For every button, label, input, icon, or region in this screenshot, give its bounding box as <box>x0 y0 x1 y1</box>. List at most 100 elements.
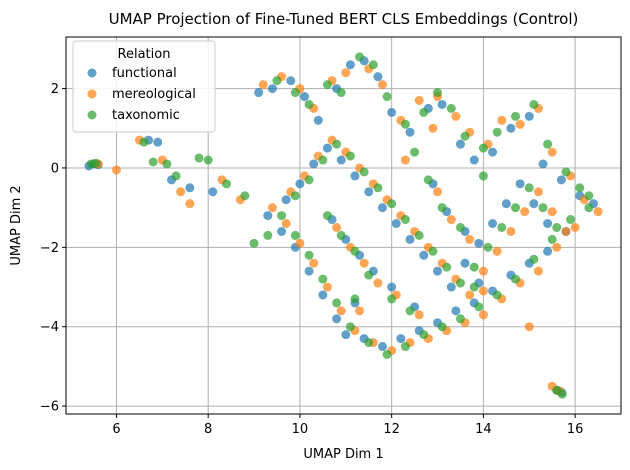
data-point-taxonomic <box>511 111 521 121</box>
x-tick-label: 10 <box>292 422 309 437</box>
data-point-functional <box>350 171 360 181</box>
data-point-functional <box>433 266 443 276</box>
data-point-taxonomic <box>318 155 328 165</box>
legend-items: functional mereological taxonomic <box>87 66 196 123</box>
data-point-taxonomic <box>497 222 507 232</box>
data-point-taxonomic <box>350 294 360 304</box>
data-point-taxonomic <box>364 270 374 280</box>
data-point-functional <box>488 147 498 157</box>
data-point-taxonomic <box>322 211 332 221</box>
scatter-points <box>84 52 603 399</box>
y-tick-label: −4 <box>40 320 59 335</box>
data-point-mereological <box>515 119 525 129</box>
data-point-functional <box>446 282 456 292</box>
data-point-taxonomic <box>428 246 438 256</box>
data-point-taxonomic <box>437 203 447 213</box>
legend-marker-functional <box>87 68 97 78</box>
data-point-functional <box>387 107 397 117</box>
data-point-taxonomic <box>552 222 562 232</box>
data-point-functional <box>419 250 429 260</box>
data-point-taxonomic <box>410 147 420 157</box>
data-point-taxonomic <box>529 99 539 109</box>
data-point-taxonomic <box>332 298 342 308</box>
x-tick-label: 14 <box>475 422 492 437</box>
data-point-taxonomic <box>423 175 433 185</box>
data-point-mereological <box>176 187 186 197</box>
data-point-taxonomic <box>148 157 158 167</box>
data-point-mereological <box>492 246 502 256</box>
data-point-taxonomic <box>557 389 567 399</box>
data-point-taxonomic <box>419 107 429 117</box>
data-point-functional <box>387 282 397 292</box>
data-point-mereological <box>341 68 351 78</box>
axis-ticks: 6 8 10 12 14 16 −6 −4 −2 0 2 <box>40 82 584 437</box>
data-point-mereological <box>593 207 603 217</box>
data-point-taxonomic <box>400 342 410 352</box>
data-point-mereological <box>570 222 580 232</box>
legend-marker-taxonomic <box>87 110 97 120</box>
data-point-functional <box>455 139 465 149</box>
data-point-taxonomic <box>455 314 465 324</box>
data-point-taxonomic <box>336 88 346 98</box>
data-point-taxonomic <box>584 191 594 201</box>
data-point-taxonomic <box>524 183 534 193</box>
data-point-taxonomic <box>345 322 355 332</box>
data-point-functional <box>281 195 291 205</box>
data-point-mereological <box>451 111 461 121</box>
data-point-mereological <box>465 234 475 244</box>
data-point-functional <box>332 314 342 324</box>
data-point-taxonomic <box>469 282 479 292</box>
data-point-taxonomic <box>478 171 488 181</box>
data-point-functional <box>277 226 287 236</box>
data-point-taxonomic <box>483 242 493 252</box>
data-point-functional <box>364 187 374 197</box>
data-point-mereological <box>561 226 571 236</box>
data-point-taxonomic <box>304 99 314 109</box>
data-point-functional <box>377 203 387 213</box>
data-point-functional <box>524 111 534 121</box>
data-point-taxonomic <box>387 294 397 304</box>
data-point-taxonomic <box>373 183 383 193</box>
y-tick-label: 2 <box>51 82 59 97</box>
data-point-taxonomic <box>433 88 443 98</box>
data-point-mereological <box>414 95 424 105</box>
data-point-mereological <box>533 266 543 276</box>
plot-frame <box>65 36 622 415</box>
data-point-taxonomic <box>359 167 369 177</box>
data-point-taxonomic <box>405 306 415 316</box>
data-point-functional <box>405 234 415 244</box>
data-point-taxonomic <box>203 155 213 165</box>
data-point-functional <box>309 159 319 169</box>
data-point-functional <box>488 219 498 229</box>
data-point-taxonomic <box>469 262 479 272</box>
data-point-taxonomic <box>492 290 502 300</box>
data-point-functional <box>286 76 296 86</box>
data-point-mereological <box>281 219 291 229</box>
x-tick-label: 12 <box>383 422 400 437</box>
data-point-taxonomic <box>478 143 488 153</box>
data-point-taxonomic <box>139 137 149 147</box>
data-point-functional <box>318 290 328 300</box>
data-point-functional <box>469 155 479 165</box>
data-point-mereological <box>336 306 346 316</box>
x-tick-label: 16 <box>567 422 584 437</box>
data-point-taxonomic <box>584 203 594 213</box>
x-axis-label: UMAP Dim 1 <box>303 447 383 462</box>
data-point-mereological <box>478 266 488 276</box>
data-point-taxonomic <box>355 52 365 62</box>
data-point-taxonomic <box>543 139 553 149</box>
data-point-taxonomic <box>336 230 346 240</box>
data-point-functional <box>460 258 470 268</box>
y-tick-label: 0 <box>51 161 59 176</box>
data-point-functional <box>373 72 383 82</box>
data-point-taxonomic <box>304 175 314 185</box>
data-point-functional <box>153 137 163 147</box>
data-point-functional <box>341 330 351 340</box>
data-point-mereological <box>547 147 557 157</box>
data-point-taxonomic <box>387 199 397 209</box>
data-point-functional <box>336 155 346 165</box>
data-point-taxonomic <box>382 92 392 102</box>
legend: Relation functional mereological taxonomic <box>72 40 216 133</box>
